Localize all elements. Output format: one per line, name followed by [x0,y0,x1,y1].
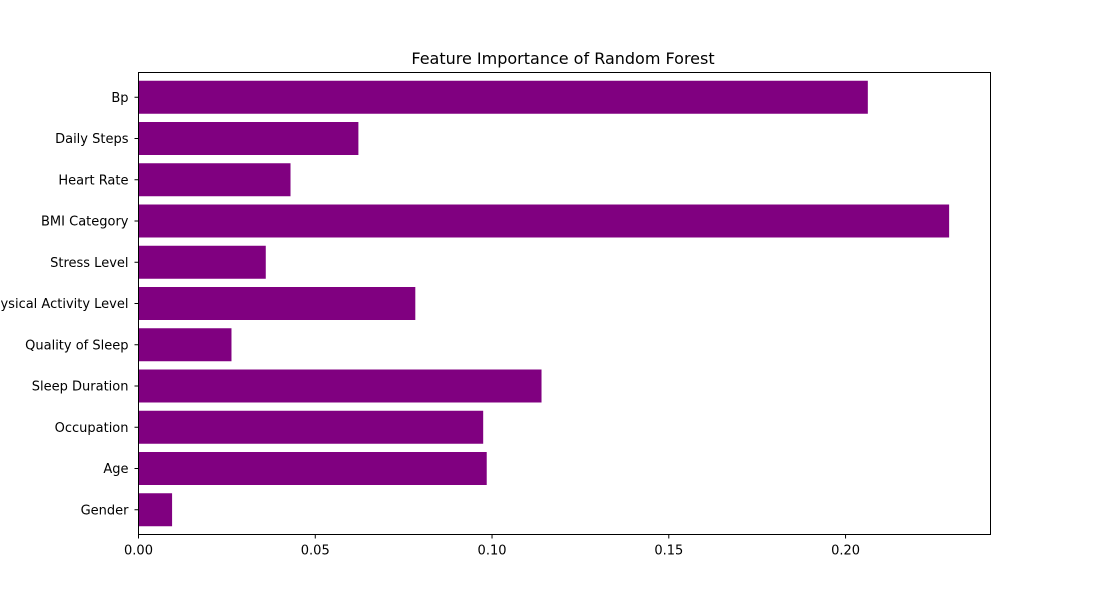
y-tick-label: Occupation [55,421,129,436]
y-tick-label: Quality of Sleep [25,338,128,353]
x-tick-label: 0.05 [301,544,330,559]
y-tick-label: Heart Rate [58,173,128,188]
y-tick-label: Stress Level [50,256,128,271]
y-tick-label: Sleep Duration [32,380,129,395]
y-axis-ticks: Gender Age Occupation Sleep Duration Quality… [0,91,139,518]
bars-group [138,80,950,527]
x-tick-label: 0.10 [478,544,507,559]
y-tick-label: Age [103,462,128,477]
bar-bmi-category [138,204,950,238]
bar-gender [138,493,173,527]
bar-daily-steps [138,122,359,155]
bar-quality-of-sleep [138,328,232,362]
x-tick-label: 0.20 [831,544,860,559]
y-tick-label: Bp [111,91,128,106]
plot-frame [138,72,991,535]
bar-bp [138,80,868,114]
bar-age [138,452,487,485]
y-tick-label: BMI Category [41,215,129,230]
y-tick-label: Daily Steps [55,132,129,147]
chart-title: Feature Importance of Random Forest [411,49,714,68]
y-tick-label: Gender [81,503,130,518]
x-tick-label: 0.00 [124,544,153,559]
x-axis-ticks: 0.00 0.05 0.10 0.15 0.20 [124,534,860,559]
bar-stress-level [138,245,266,279]
y-tick-label: Physical Activity Level [0,297,129,312]
bar-sleep-duration [138,369,542,403]
x-tick-label: 0.15 [654,544,683,559]
bar-heart-rate [138,163,291,197]
bar-occupation [138,410,484,444]
bar-physical-activity-level [138,287,416,320]
